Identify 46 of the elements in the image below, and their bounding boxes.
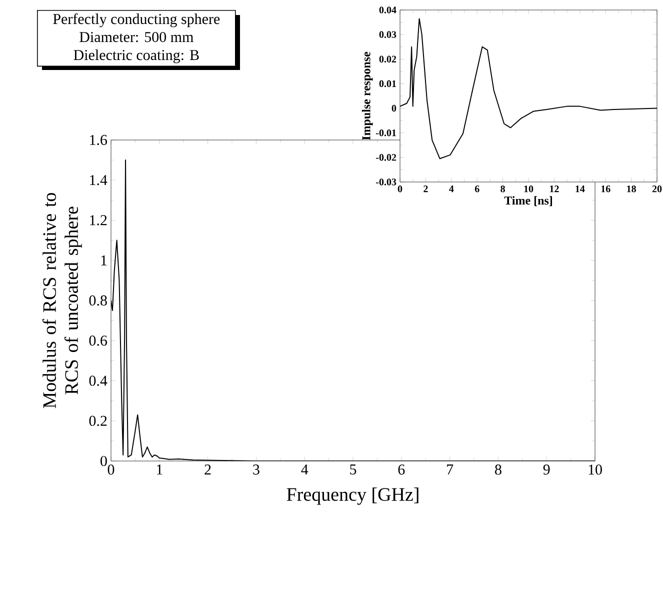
x-axis-title: Frequency [GHz] — [286, 488, 418, 505]
y-tick-label: 0.4 — [89, 376, 108, 386]
x-tick-label: 3 — [253, 464, 260, 475]
x-tick-label: 14 — [576, 186, 585, 192]
x-tick-label: 20 — [652, 186, 662, 192]
y-tick-label: -0.03 — [376, 178, 396, 186]
x-tick-label: 0 — [398, 186, 402, 192]
x-tick-label: 9 — [543, 464, 550, 475]
x-axis-title: Time [ns] — [504, 196, 552, 206]
text: Diameter: 500 mm — [80, 32, 194, 42]
x-tick-label: 6 — [474, 186, 480, 192]
x-tick-label: 6 — [398, 464, 405, 475]
y-tick-label: 0.8 — [89, 295, 107, 306]
y-tick-label: 0.02 — [379, 56, 396, 63]
x-tick-label: 10 — [588, 464, 602, 475]
y-tick-label: 1 — [101, 255, 107, 266]
x-tick-label: 10 — [524, 186, 534, 192]
x-tick-label: 2 — [204, 464, 211, 474]
x-tick-label: 4 — [301, 464, 308, 474]
x-tick-label: 2 — [424, 186, 428, 192]
y-tick-label: 1.2 — [90, 215, 107, 226]
y-axis-title: Modulus of RCS relative to RCS of uncoated sphere — [42, 193, 82, 408]
x-tick-label: 12 — [550, 186, 559, 192]
x-tick-label: 18 — [627, 186, 636, 192]
x-tick-label: 7 — [447, 464, 454, 474]
y-tick-label: 0.03 — [379, 31, 396, 38]
x-tick-label: 5 — [350, 464, 356, 474]
y-tick-label: -0.01 — [376, 129, 396, 136]
y-tick-label: 0.01 — [379, 80, 396, 88]
y-axis-title: Impulse response — [362, 52, 373, 140]
y-tick-label: 0.6 — [89, 336, 108, 346]
y-tick-label: 0.04 — [379, 6, 396, 14]
x-tick-label: 4 — [449, 186, 454, 192]
y-tick-label: 1.4 — [90, 175, 108, 186]
y-tick-label: 0 — [392, 104, 396, 112]
x-tick-label: 8 — [500, 186, 505, 192]
x-tick-label: 1 — [156, 464, 162, 474]
x-tick-label: 16 — [601, 186, 610, 192]
text: Perfectly conducting sphere — [53, 13, 220, 28]
y-tick-label: -0.02 — [376, 154, 396, 161]
x-tick-label: 0 — [108, 464, 114, 475]
y-tick-label: 0 — [100, 456, 107, 466]
x-tick-label: 8 — [495, 464, 502, 475]
y-tick-label: 0.2 — [89, 416, 107, 426]
text: Dielectric coating: B — [74, 50, 199, 64]
y-tick-label: 1.6 — [90, 134, 108, 146]
